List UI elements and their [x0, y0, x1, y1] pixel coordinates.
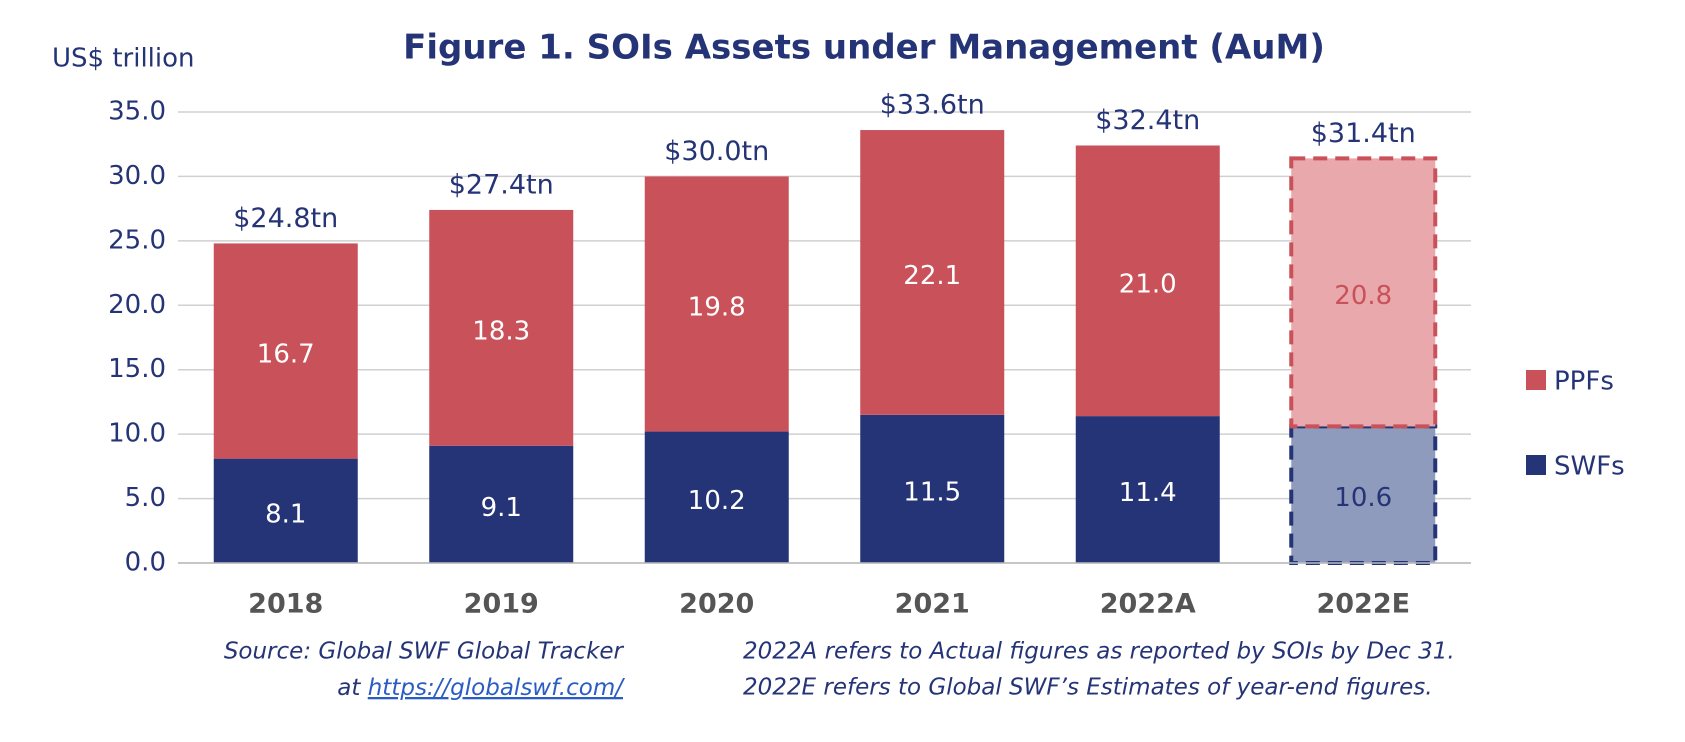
data-label: 11.5	[903, 477, 961, 507]
bar-segment	[429, 445, 574, 563]
x-tick-label: 2022A	[1100, 589, 1196, 620]
x-tick-label: 2018	[248, 589, 323, 620]
legend-label: PPFs	[1554, 367, 1614, 397]
total-label: $32.4tn	[1095, 105, 1200, 136]
legend-label: SWFs	[1554, 452, 1625, 482]
data-label: 19.8	[688, 292, 746, 322]
source-prefix: at	[337, 675, 361, 701]
data-label: 16.7	[257, 340, 315, 370]
y-tick-label: 30.0	[108, 161, 166, 191]
y-tick-label: 35.0	[108, 97, 166, 127]
x-tick-label: 2021	[895, 589, 970, 620]
y-tick-label: 5.0	[125, 483, 166, 513]
x-tick-label: 2020	[679, 589, 754, 620]
y-axis-label: US$ trillion	[52, 44, 195, 74]
bar-segment	[429, 209, 574, 446]
source-link-line: at https://globalswf.com/	[337, 675, 625, 701]
data-label: 8.1	[265, 499, 306, 529]
chart-title: Figure 1. SOIs Assets under Management (…	[403, 28, 1325, 68]
data-label: 11.4	[1119, 478, 1177, 508]
total-label: $31.4tn	[1311, 118, 1416, 149]
data-label: 10.6	[1334, 483, 1392, 513]
bar-segment	[860, 414, 1005, 563]
source: Source: Global SWF Global Tracker	[224, 639, 625, 665]
x-tick-label: 2022E	[1316, 589, 1410, 620]
bar-segment	[1289, 156, 1438, 429]
y-tick-label: 20.0	[108, 290, 166, 320]
total-label: $27.4tn	[449, 169, 554, 200]
total-label: $24.8tn	[233, 203, 338, 234]
bar-segment	[1075, 145, 1220, 417]
bar-segment	[860, 130, 1005, 415]
bar-segment	[1075, 416, 1220, 563]
bar-segment	[213, 243, 358, 459]
total-label: $33.6tn	[880, 90, 985, 121]
legend-swatch	[1526, 455, 1546, 475]
data-label: 10.2	[688, 486, 746, 516]
data-label: 9.1	[481, 493, 522, 523]
bar-segment	[644, 176, 789, 432]
source-link[interactable]: https://globalswf.com/	[368, 675, 626, 701]
y-tick-label: 10.0	[108, 419, 166, 449]
data-label: 22.1	[903, 261, 961, 291]
bar-segment	[1289, 424, 1438, 566]
x-tick-label: 2019	[464, 589, 539, 620]
data-label: 18.3	[472, 316, 530, 346]
y-tick-label: 25.0	[108, 225, 166, 255]
note: 2022A refers to Actual figures as report…	[743, 639, 1455, 665]
data-label: 20.8	[1334, 281, 1392, 311]
y-tick-label: 15.0	[108, 354, 166, 384]
y-tick-label: 0.0	[125, 548, 166, 578]
legend-swatch	[1526, 370, 1546, 390]
note: 2022E refers to Global SWF’s Estimates o…	[743, 675, 1433, 701]
data-label: 21.0	[1119, 269, 1177, 299]
bar-segment	[644, 431, 789, 563]
total-label: $30.0tn	[664, 136, 769, 167]
bar-segment	[213, 458, 358, 563]
